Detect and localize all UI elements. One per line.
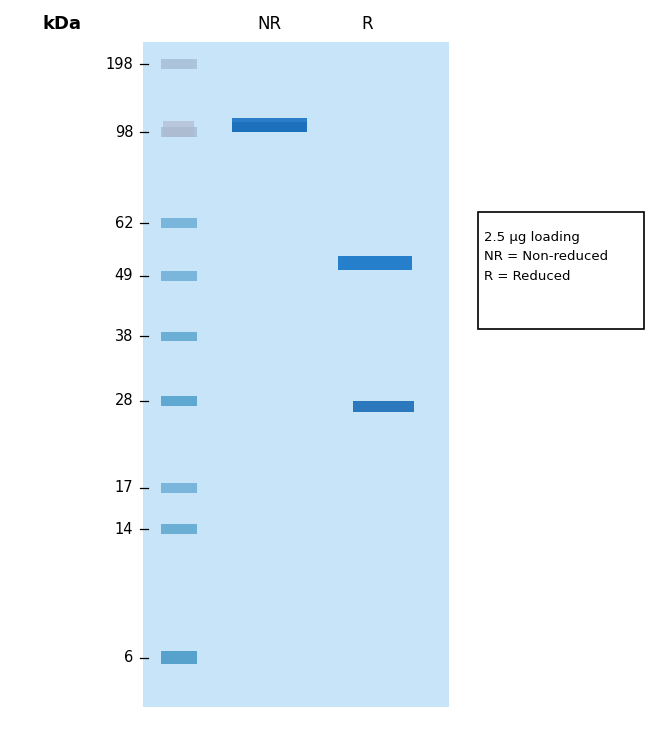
Text: 6: 6 (124, 650, 133, 665)
Bar (352, 401, 415, 412)
Text: 198: 198 (105, 57, 133, 72)
Text: 38: 38 (115, 329, 133, 344)
Text: NR: NR (257, 15, 282, 33)
Text: 28: 28 (114, 393, 133, 408)
Bar (161, 482, 197, 493)
Text: kDa: kDa (42, 15, 81, 33)
Bar (161, 525, 197, 534)
Text: 17: 17 (114, 480, 133, 495)
Bar (143, 42, 448, 707)
Bar (233, 118, 307, 122)
Bar (161, 218, 197, 228)
Bar (338, 256, 412, 270)
Bar (161, 652, 197, 664)
Bar (478, 212, 644, 329)
Text: 62: 62 (114, 215, 133, 231)
Text: R: R (361, 15, 373, 33)
Bar (161, 331, 197, 342)
Bar (161, 396, 197, 406)
Bar (161, 60, 197, 70)
Bar (163, 121, 194, 138)
Bar (161, 271, 197, 280)
Text: 2.5 μg loading
NR = Non-reduced
R = Reduced: 2.5 μg loading NR = Non-reduced R = Redu… (484, 231, 608, 283)
Text: 49: 49 (115, 268, 133, 284)
Bar (161, 127, 197, 138)
Text: 98: 98 (115, 125, 133, 140)
Text: 14: 14 (115, 522, 133, 537)
Bar (233, 118, 307, 132)
